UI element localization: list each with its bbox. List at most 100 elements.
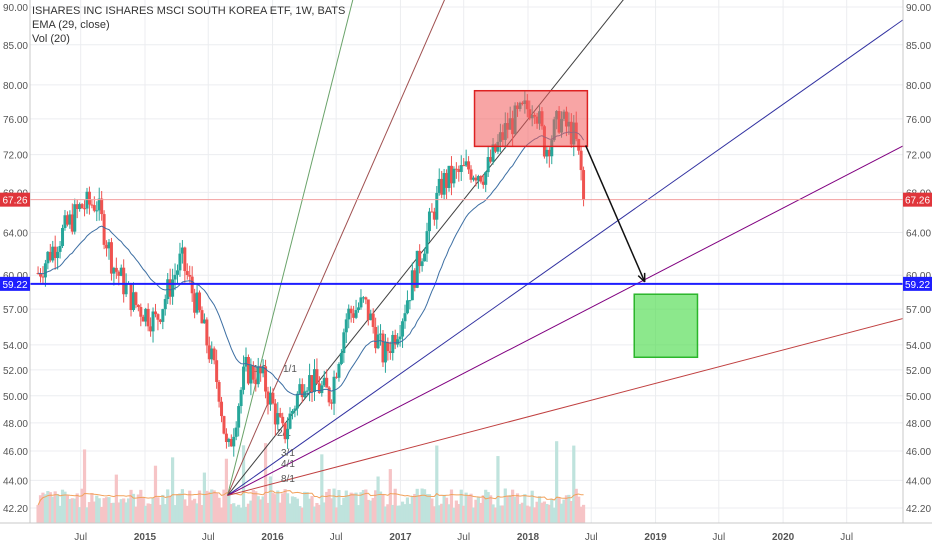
volume-bar: [46, 491, 50, 523]
candle-body: [325, 377, 329, 388]
candle-body: [202, 319, 206, 324]
candle-body: [107, 242, 111, 249]
candle-body: [278, 413, 282, 417]
candle-body: [205, 319, 209, 346]
volume-bar: [207, 491, 211, 523]
volume-bar: [85, 507, 89, 523]
volume-bar: [569, 500, 573, 523]
candle-body: [239, 389, 243, 407]
volume-bar: [300, 507, 304, 523]
x-tick-label: Jul: [712, 532, 725, 543]
candle-body: [359, 297, 363, 308]
candle-body: [579, 150, 583, 171]
candle-body: [315, 369, 319, 384]
candle-body: [268, 392, 272, 405]
y-tick-label-right: 64.00: [906, 229, 931, 240]
candle-body: [51, 246, 55, 261]
candle-body: [246, 356, 250, 384]
volume-bar: [388, 469, 392, 523]
candle-body: [92, 205, 96, 211]
y-tick-label-left: 57.00: [3, 305, 28, 316]
volume-bar: [244, 506, 248, 523]
volume-bar: [173, 505, 177, 523]
volume-bar: [493, 507, 498, 523]
volume-bar: [525, 505, 529, 523]
y-tick-label-left: 48.00: [3, 419, 28, 430]
volume-bar: [43, 494, 48, 523]
candle-body: [423, 253, 427, 262]
volume-bar: [383, 506, 388, 523]
candle-body: [335, 376, 338, 378]
volume-bar: [530, 490, 534, 523]
volume-bar: [327, 488, 331, 523]
volume-bar: [129, 489, 133, 523]
candle-body: [242, 366, 246, 390]
volume-bar: [442, 494, 446, 523]
candle-body: [337, 363, 341, 378]
distribution-zone-box: [473, 89, 589, 148]
volume-bar: [489, 495, 493, 523]
candle-body: [545, 149, 549, 157]
candle-body: [185, 271, 189, 275]
gann-fan-label: 3/1: [281, 448, 295, 459]
y-tick-label-right: 54.00: [906, 341, 931, 352]
candle-body: [447, 165, 451, 188]
volume-bar: [503, 488, 507, 523]
volume-bar: [114, 474, 118, 523]
volume-bar: [354, 492, 358, 523]
candle-body: [261, 366, 265, 374]
volume-bar: [552, 507, 556, 523]
x-tick-label: Jul: [457, 532, 470, 543]
x-tick-label: Jul: [202, 532, 215, 543]
candle-body: [158, 319, 162, 322]
volume-bar: [124, 502, 128, 523]
volume-bar: [459, 489, 463, 523]
volume-bar: [146, 503, 150, 523]
volume-bar: [408, 503, 412, 523]
candle-body: [264, 366, 268, 392]
volume-bar: [471, 507, 476, 523]
x-tick-label: 2020: [772, 532, 795, 543]
volume-bar: [391, 504, 395, 523]
candle-body: [87, 191, 91, 205]
volume-bar: [119, 499, 123, 523]
candle-body: [266, 391, 270, 405]
x-tick-label: Jul: [840, 532, 853, 543]
forecast-arrow-line: [584, 145, 646, 283]
volume-bar: [141, 497, 145, 523]
y-tick-label-left: 76.00: [3, 115, 28, 126]
volume-bar: [577, 496, 581, 523]
y-tick-label-left: 60.00: [3, 271, 28, 282]
candle-body: [78, 204, 82, 210]
x-tick-label: 2017: [389, 532, 412, 543]
candle-body: [435, 192, 439, 220]
candle-body: [312, 369, 316, 392]
y-tick-label-left: 85.00: [3, 41, 28, 52]
candle-body: [58, 245, 62, 252]
volume-bar: [481, 495, 485, 523]
candle-body: [256, 366, 260, 385]
candle-body: [90, 204, 94, 206]
candle-body: [183, 247, 187, 272]
volume-bar: [567, 494, 571, 523]
price-tag-left-bg: [0, 276, 30, 291]
volume-bar: [246, 503, 251, 523]
plot-area: 1/21/12/13/14/18/1: [30, 0, 903, 523]
volume-bar: [579, 506, 583, 523]
gann-fan-label: 1/1: [283, 364, 297, 375]
volume-bar: [100, 506, 104, 523]
y-tick-label-left: 64.00: [3, 229, 28, 240]
volume-bar: [352, 493, 356, 523]
volume-bar: [171, 457, 175, 523]
volume-bar: [295, 498, 299, 523]
volume-bar: [163, 504, 167, 523]
volume-bar: [102, 498, 106, 523]
volume-bar: [36, 505, 40, 523]
candle-body: [288, 413, 292, 429]
volume-bar: [166, 489, 170, 523]
candle-body: [117, 271, 121, 276]
volume-bar: [197, 490, 202, 523]
volume-bar: [484, 489, 488, 523]
candle-body: [217, 382, 221, 402]
